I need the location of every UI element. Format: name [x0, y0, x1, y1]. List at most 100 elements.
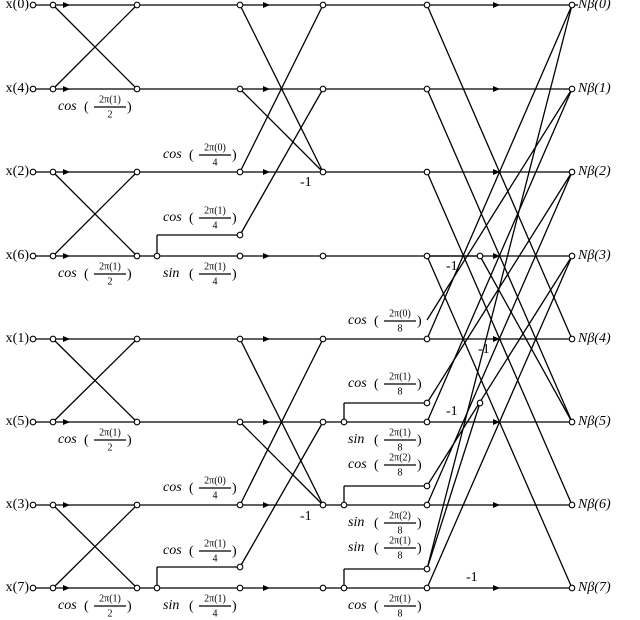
node — [29, 335, 37, 343]
arrow — [63, 336, 70, 342]
negation-label: -1 — [300, 509, 312, 524]
coefficient-den: 8 — [398, 525, 403, 536]
arrow — [63, 86, 70, 92]
node — [319, 584, 327, 592]
coefficient-fn: sin — [348, 540, 364, 555]
paren: ) — [232, 544, 237, 559]
edge — [239, 88, 324, 236]
arrow — [493, 2, 500, 8]
coefficient-fn: cos — [163, 543, 182, 558]
coefficient-fn: cos — [348, 598, 367, 613]
coefficient-label: cos (2π(1) 2) — [58, 261, 132, 287]
edge — [52, 171, 138, 257]
coefficient-num: 2π(1) — [204, 205, 226, 216]
edge — [426, 88, 573, 321]
node — [29, 252, 37, 260]
coefficient-den: 2 — [108, 608, 113, 619]
paren: ) — [232, 148, 237, 163]
coefficient-num: 2π(1) — [99, 94, 121, 105]
coefficient-label: sin (2π(1) 8) — [348, 535, 422, 561]
coefficient-label: cos (2π(0) 4) — [163, 475, 237, 501]
arrow — [493, 169, 500, 175]
coefficient-label: cos (2π(0) 8) — [348, 308, 422, 334]
node — [319, 85, 327, 93]
paren: ) — [417, 314, 422, 329]
edge — [52, 338, 138, 423]
node — [49, 168, 57, 176]
node — [236, 563, 244, 571]
node — [423, 584, 431, 592]
coefficient-fn: sin — [163, 598, 179, 613]
arrow — [493, 419, 500, 425]
output-label: Nβ(6) — [577, 497, 611, 512]
edge — [239, 88, 324, 173]
output-label: Nβ(4) — [577, 331, 611, 346]
node — [236, 584, 244, 592]
node — [319, 252, 327, 260]
paren: ) — [417, 541, 422, 556]
arrow — [263, 502, 270, 508]
coefficient-fn: cos — [348, 457, 367, 472]
paren: ( — [189, 544, 194, 559]
coefficient-den: 4 — [213, 490, 218, 501]
coefficient-num: 2π(1) — [389, 535, 411, 546]
paren: ( — [374, 516, 379, 531]
negation-label: -1 — [446, 259, 458, 274]
node — [423, 85, 431, 93]
arrow — [263, 336, 270, 342]
paren: ( — [374, 314, 379, 329]
node — [133, 584, 141, 592]
node — [29, 501, 37, 509]
arrow — [63, 419, 70, 425]
node — [340, 501, 348, 509]
paren: ) — [417, 377, 422, 392]
paren: ) — [127, 433, 132, 448]
coefficient-den: 8 — [398, 608, 403, 619]
node — [49, 501, 57, 509]
paren: ( — [84, 267, 89, 282]
coefficient-num: 2π(1) — [99, 261, 121, 272]
coefficient-num: 2π(1) — [389, 427, 411, 438]
coefficient-label: cos (2π(1) 8) — [348, 593, 422, 619]
arrow — [63, 2, 70, 8]
paren: ( — [189, 148, 194, 163]
arrow — [263, 585, 270, 591]
coefficient-num: 2π(1) — [389, 593, 411, 604]
paren: ) — [232, 481, 237, 496]
node — [49, 418, 57, 426]
edge — [239, 421, 324, 506]
coefficient-label: cos (2π(2) 8) — [348, 452, 422, 478]
coefficient-den: 4 — [213, 553, 218, 564]
negation-label: -1 — [478, 342, 490, 357]
coefficient-den: 8 — [398, 323, 403, 334]
node — [236, 418, 244, 426]
output-label: Nβ(0) — [577, 0, 611, 12]
coefficient-fn: cos — [348, 313, 367, 328]
node — [319, 418, 327, 426]
node — [133, 1, 141, 9]
node — [568, 335, 576, 343]
coefficient-num: 2π(1) — [99, 427, 121, 438]
coefficient-label: sin (2π(1) 4) — [163, 593, 237, 619]
node — [319, 1, 327, 9]
node — [423, 335, 431, 343]
arrow — [263, 253, 270, 259]
node — [49, 1, 57, 9]
node — [236, 85, 244, 93]
input-label: x(7) — [6, 580, 30, 595]
coefficient-fn: cos — [163, 210, 182, 225]
arrow — [493, 502, 500, 508]
node — [423, 399, 431, 407]
arrow — [263, 419, 270, 425]
input-label: x(0) — [6, 0, 30, 12]
node — [319, 501, 327, 509]
node — [319, 168, 327, 176]
paren: ( — [189, 267, 194, 282]
arrow — [493, 86, 500, 92]
node — [476, 252, 484, 260]
input-label: x(3) — [6, 497, 30, 512]
coefficient-label: cos (2π(1) 4) — [163, 205, 237, 231]
coefficient-fn: cos — [348, 376, 367, 391]
edge — [52, 4, 138, 90]
coefficient-den: 4 — [213, 608, 218, 619]
